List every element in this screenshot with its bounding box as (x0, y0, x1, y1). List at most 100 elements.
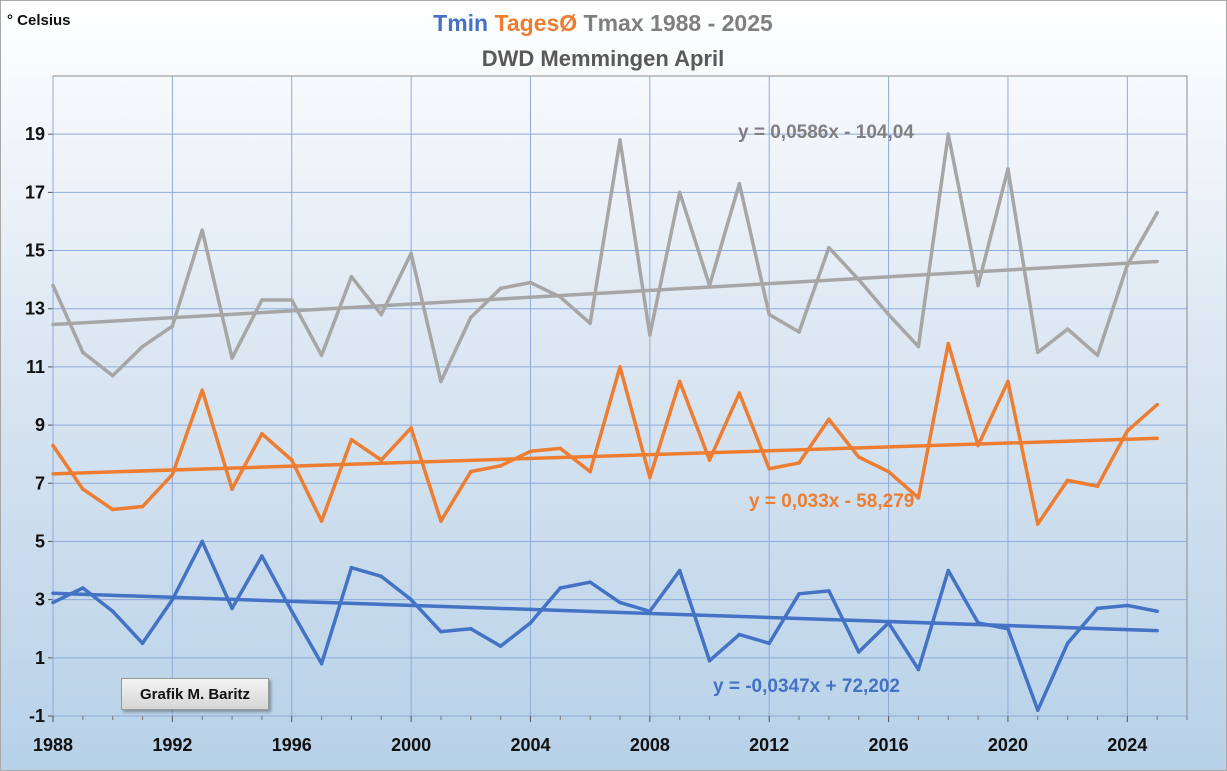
data-point-tmax (946, 132, 951, 136)
data-point-tmax (260, 298, 264, 302)
title-part: Tmin (433, 10, 488, 36)
chart-title: Tmin TagesØ Tmax 1988 - 2025 (433, 10, 773, 36)
data-point-tmin (618, 600, 622, 605)
data-point-tmax (648, 333, 652, 337)
data-point-tmean (468, 469, 473, 474)
data-point-tmean (707, 458, 712, 462)
data-point-tmax (498, 286, 503, 291)
data-point-tmax (677, 190, 682, 195)
data-point-tmin (1065, 641, 1070, 646)
data-point-tmin (439, 629, 443, 634)
chart-subtitle: DWD Memmingen April (482, 46, 724, 71)
x-tick-label: 1996 (272, 735, 312, 755)
data-point-tmin (349, 565, 354, 570)
data-point-tmax (200, 228, 205, 232)
data-point-tmean (1065, 478, 1070, 483)
data-point-tmean (1095, 484, 1100, 488)
data-point-tmax (558, 295, 563, 299)
data-point-tmax (230, 356, 234, 360)
data-point-tmean (1155, 402, 1159, 407)
data-point-tmin (319, 661, 324, 666)
y-tick-label: 13 (25, 299, 45, 319)
data-point-tmax (737, 181, 742, 186)
data-point-tmin (946, 568, 951, 573)
series-line-tmax (51, 132, 1159, 384)
data-point-tmin (797, 592, 801, 596)
data-point-tmean (588, 469, 592, 474)
x-tick-label: 2024 (1107, 735, 1147, 755)
x-tick-label: 2020 (988, 735, 1028, 755)
data-point-tmin (468, 626, 473, 631)
data-point-tmean (916, 496, 921, 500)
data-point-tmin (1006, 626, 1010, 631)
data-point-tmin (528, 621, 533, 625)
data-point-tmin (81, 586, 85, 590)
data-point-tmax (1065, 327, 1070, 331)
data-point-tmin (767, 641, 772, 646)
data-point-tmean (140, 504, 145, 509)
data-point-tmax (1095, 353, 1100, 358)
data-point-tmean (51, 443, 55, 448)
data-point-tmean (677, 379, 682, 384)
series-line-tmean (51, 341, 1159, 526)
data-point-tmin (51, 600, 55, 605)
x-tick-label: 2012 (749, 735, 789, 755)
data-point-tmean (856, 455, 861, 459)
data-point-tmax (140, 344, 145, 349)
data-point-tmean (110, 507, 115, 512)
data-point-tmin (707, 658, 712, 663)
y-tick-label: 3 (35, 590, 45, 610)
trendline-tmax (51, 259, 1159, 327)
y-tick-label: 5 (35, 531, 45, 551)
data-point-tmax (349, 274, 354, 279)
series-line-tmin (52, 539, 1158, 712)
data-point-tmax (409, 251, 413, 256)
data-point-tmean (618, 365, 622, 369)
data-point-tmin (1095, 606, 1100, 611)
data-point-tmin (677, 568, 682, 573)
y-tick-label: 17 (25, 182, 45, 202)
credit-label: Grafik M. Baritz (121, 678, 269, 710)
y-tick-label: -1 (29, 706, 45, 726)
trendline-equation-tmean: y = 0,033x - 58,279 (749, 491, 914, 512)
data-point-tmin (558, 586, 563, 590)
data-point-tmin (1035, 708, 1040, 712)
data-point-tmin (856, 650, 861, 654)
data-point-tmean (797, 461, 801, 465)
x-tick-label: 2000 (391, 735, 431, 755)
data-point-tmean (81, 487, 85, 491)
data-point-tmax (379, 312, 384, 317)
x-tick-label: 2004 (510, 735, 550, 755)
data-point-tmean (976, 443, 980, 448)
title-part: Tmax 1988 - 2025 (577, 10, 773, 36)
data-point-tmin (976, 621, 980, 625)
trendline-equation-tmax: y = 0,0586x - 104,04 (738, 122, 914, 143)
data-point-tmax (588, 321, 592, 326)
data-point-tmean (230, 487, 234, 491)
data-point-tmean (1006, 379, 1010, 384)
y-axis-label: ° Celsius (7, 12, 71, 29)
data-point-tmax (319, 353, 324, 358)
data-point-tmean (827, 417, 831, 422)
data-point-tmax (1155, 210, 1159, 215)
data-point-tmin (648, 609, 652, 614)
data-point-tmin (200, 539, 205, 544)
x-tick-label: 1988 (33, 735, 73, 755)
plot-area (52, 75, 1188, 717)
data-point-tmean (289, 458, 294, 462)
data-point-tmax (51, 283, 55, 288)
data-point-tmax (797, 330, 801, 334)
data-point-tmean (379, 458, 384, 462)
data-point-tmin (737, 632, 742, 637)
x-tick-label: 1992 (152, 735, 192, 755)
data-point-tmin (1155, 609, 1159, 614)
data-point-tmean (1125, 429, 1130, 433)
data-point-tmin (588, 580, 592, 584)
data-point-tmax (468, 315, 473, 320)
data-point-tmean (1035, 522, 1040, 526)
title-part: TagesØ (488, 10, 577, 36)
data-point-tmin (289, 609, 294, 614)
data-point-tmin (827, 589, 831, 593)
data-point-tmax (916, 344, 921, 349)
